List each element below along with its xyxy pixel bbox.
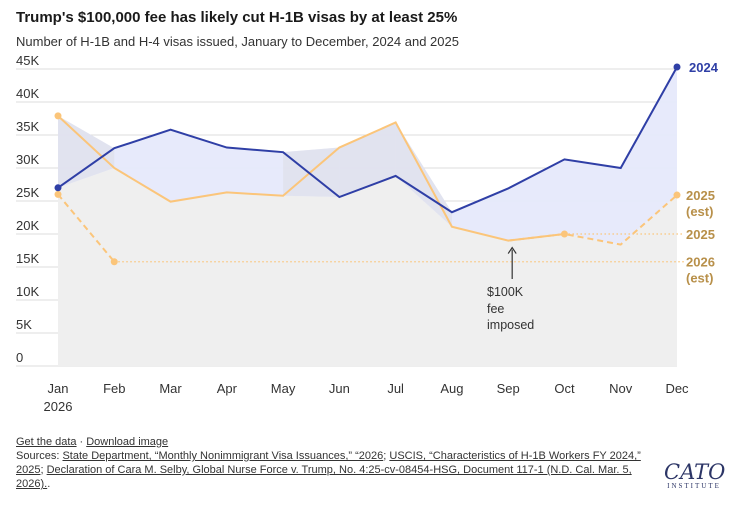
y-tick-label: 30K — [16, 152, 39, 167]
source-separator: ; — [383, 450, 390, 462]
x-tick-label: Aug — [440, 381, 463, 396]
get-data-link[interactable]: Get the data — [16, 436, 77, 448]
annotation-arrowhead — [507, 246, 517, 254]
y-tick-label: 15K — [16, 251, 39, 266]
download-image-link[interactable]: Download image — [86, 436, 169, 448]
logo-wordmark: CATO — [664, 460, 726, 484]
y-tick-label: 0 — [16, 350, 23, 365]
reference-lines — [114, 233, 684, 263]
x-tick-label: Apr — [217, 381, 238, 396]
fee-annotation: $100K fee imposed — [487, 246, 534, 332]
x-axis: Jan Feb Mar Apr May Jun Jul Aug Sep Oct Nov Dec 2026 — [44, 381, 690, 414]
label-2026-est-suffix: (est) — [686, 271, 713, 286]
series-lines — [57, 66, 678, 263]
x-tick-label: Nov — [609, 381, 633, 396]
x-tick-label: Sep — [497, 381, 520, 396]
label-2024: 2024 — [689, 60, 719, 75]
point-2025-oct — [560, 230, 568, 238]
chart-subtitle: Number of H-1B and H-4 visas issued, Jan… — [16, 34, 459, 49]
y-tick-label: 25K — [16, 185, 39, 200]
footer-links: Get the data · Download image — [16, 435, 666, 449]
y-tick-label: 45K — [16, 53, 39, 68]
source-separator: ; — [40, 464, 47, 476]
x-tick-label: Dec — [665, 381, 689, 396]
x-tick-label: Oct — [554, 381, 575, 396]
series-line-2024 — [57, 66, 678, 214]
x-tick-label: Feb — [103, 381, 125, 396]
point-2024-dec — [673, 63, 681, 71]
series-line-2026-est — [57, 193, 116, 263]
x-tick-label: May — [271, 381, 296, 396]
area-fills — [58, 67, 677, 366]
y-tick-label: 35K — [16, 119, 39, 134]
sources-text: Sources: State Department, “Monthly Noni… — [16, 449, 666, 491]
x-tick-label: Mar — [159, 381, 182, 396]
chart-footer: Get the data · Download image Sources: Sta… — [16, 435, 666, 491]
annotation-line: $100K — [487, 285, 524, 299]
label-2025: 2025 — [686, 227, 715, 242]
source-link-declaration[interactable]: Declaration of Cara M. Selby, Global Nur… — [16, 464, 632, 490]
y-axis: 45K 40K 35K 30K 25K 20K 15K 10K 5K 0 — [16, 53, 39, 365]
point-2024-jan — [54, 184, 62, 192]
series-points — [54, 63, 681, 266]
x-tick-label: Jun — [329, 381, 350, 396]
sources-prefix: Sources: — [16, 450, 63, 462]
series-line-2025 — [57, 115, 565, 242]
source-link-uscis[interactable]: USCIS, “Characteristics of H-1B Workers … — [16, 450, 641, 476]
y-tick-label: 20K — [16, 218, 39, 233]
y-tick-label: 10K — [16, 284, 39, 299]
point-2026-est-feb — [110, 258, 118, 266]
area-2025-above — [58, 115, 115, 188]
annotation-line: fee — [487, 302, 504, 316]
label-2025-est: 2025 — [686, 188, 715, 203]
label-2025-est-suffix: (est) — [686, 204, 713, 219]
area-2025-above — [339, 122, 396, 198]
point-2025-jan — [54, 112, 62, 120]
cato-logo: CATO INSTITUTE — [664, 460, 726, 492]
source-end: . — [47, 478, 51, 490]
logo-subtext: INSTITUTE — [667, 482, 721, 490]
area-below — [58, 168, 677, 366]
chart-title: Trump's $100,000 fee has likely cut H-1B… — [16, 9, 458, 26]
x-tick-label: Jul — [387, 381, 404, 396]
y-tick-label: 40K — [16, 86, 39, 101]
annotation-line: imposed — [487, 318, 534, 332]
line-chart: 45K 40K 35K 30K 25K 20K 15K 10K 5K 0 Jan Feb Mar Apr… — [16, 53, 719, 414]
source-link-state-dept[interactable]: State Department, “Monthly Nonimmigrant … — [62, 450, 384, 462]
x-year-label: 2026 — [44, 399, 73, 414]
series-line-2025-est — [508, 194, 678, 246]
label-2026-est: 2026 — [686, 255, 715, 270]
x-tick-label: Jan — [48, 381, 69, 396]
link-separator: · — [79, 436, 84, 448]
point-2026-est-jan — [54, 190, 62, 198]
point-2025-est-dec — [673, 191, 681, 199]
y-tick-label: 5K — [16, 317, 32, 332]
